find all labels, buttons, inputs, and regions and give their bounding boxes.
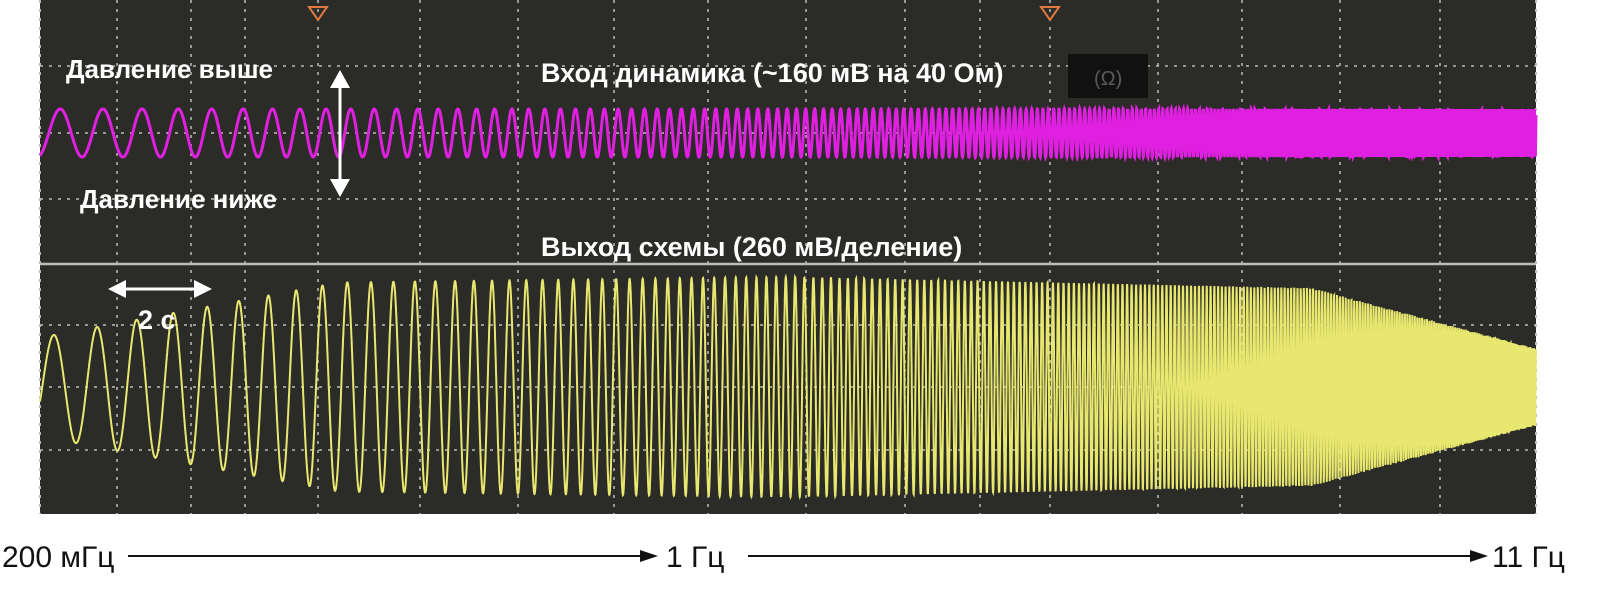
sweep-mid-label: 1 Гц (666, 541, 724, 574)
trigger-marker (1039, 6, 1061, 22)
circuit-output-label: Выход схемы (260 мВ/деление) (541, 232, 962, 262)
time-scale-arrow (108, 280, 212, 298)
sweep-end-label: 11 Гц (1492, 541, 1565, 574)
channel-marker-text: (Ω) (1094, 68, 1122, 90)
channel-marker-box (1068, 54, 1148, 98)
sweep-arrow-2 (748, 550, 1488, 562)
traces (38, 103, 1538, 501)
pressure-arrow (330, 70, 350, 197)
pressure-high-label: Давление выше (66, 54, 273, 84)
pressure-low-label: Давление ниже (80, 184, 277, 214)
speaker-input-trace (38, 103, 1538, 163)
time-scale-label: 2 с (138, 305, 176, 335)
trigger-marker (307, 6, 329, 22)
circuit-output-trace (39, 273, 1537, 501)
sweep-arrow-1 (128, 550, 658, 562)
speaker-input-label: Вход динамика (~160 мВ на 40 Ом) (541, 58, 1004, 88)
sweep-start-label: 200 мГц (2, 541, 114, 574)
